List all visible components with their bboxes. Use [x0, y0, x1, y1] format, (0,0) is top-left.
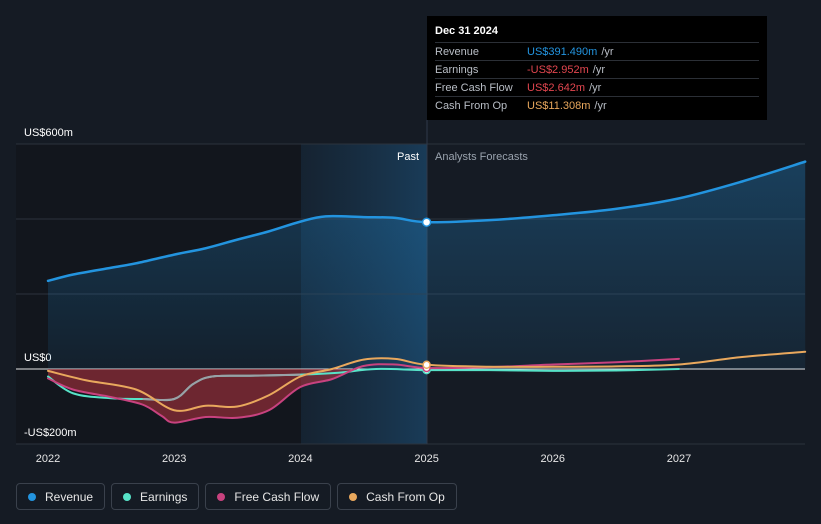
tooltip-value: US$391.490m	[527, 45, 598, 58]
tooltip-date: Dec 31 2024	[435, 25, 498, 37]
tooltip-row-revenue: Revenue US$391.490m /yr	[435, 42, 759, 60]
tooltip-label: Cash From Op	[435, 99, 508, 112]
series-line-earnings-past	[142, 373, 301, 402]
x-tick-label: 2022	[36, 453, 60, 465]
legend: Revenue Earnings Free Cash Flow Cash Fro…	[16, 483, 457, 510]
y-label-top: US$600m	[24, 127, 73, 139]
series-layer	[46, 160, 807, 424]
legend-dot-icon	[217, 492, 226, 501]
legend-dot-icon	[349, 492, 358, 501]
y-axis: US$600m US$0 -US$200m	[24, 127, 77, 439]
x-tick-label: 2023	[162, 453, 186, 465]
marker-revenue	[421, 217, 432, 227]
x-tick-label: 2026	[541, 453, 565, 465]
x-tick-label: 2024	[288, 453, 312, 465]
tooltip-unit: /yr	[592, 63, 605, 76]
legend-item-revenue[interactable]: Revenue	[16, 483, 106, 510]
tooltip-unit: /yr	[601, 45, 614, 58]
tooltip-label: Earnings	[435, 63, 479, 76]
marker-cash-from-op	[422, 360, 431, 370]
x-axis: 2022 2023 2024 2025 2026 2027	[36, 453, 691, 465]
tooltip-label: Free Cash Flow	[435, 81, 513, 94]
legend-label: Cash From Op	[366, 489, 445, 504]
legend-label: Revenue	[45, 489, 94, 504]
tooltip-unit: /yr	[589, 81, 602, 94]
legend-item-free-cash-flow[interactable]: Free Cash Flow	[205, 483, 332, 510]
tooltip-value: US$2.642m	[527, 81, 586, 94]
series-line-revenue	[46, 160, 807, 283]
revenue-area	[48, 161, 806, 369]
tooltip: Dec 31 2024 Revenue US$391.490m /yr Earn…	[427, 16, 767, 120]
region-label-forecast: Analysts Forecasts	[435, 151, 528, 163]
legend-item-earnings[interactable]: Earnings	[111, 483, 200, 510]
tooltip-label: Revenue	[435, 45, 480, 58]
tooltip-row-earnings: Earnings -US$2.952m /yr	[435, 60, 759, 78]
tooltip-unit: /yr	[594, 99, 607, 112]
legend-dot-icon	[123, 492, 132, 501]
x-tick-label: 2027	[667, 453, 691, 465]
y-label-zero: US$0	[24, 352, 52, 364]
series-line-cash-from-op	[47, 350, 807, 412]
legend-label: Free Cash Flow	[234, 489, 320, 504]
negative-area	[48, 369, 679, 423]
region-label-past: Past	[397, 151, 419, 163]
legend-label: Earnings	[140, 489, 188, 504]
x-tick-label: 2025	[414, 453, 438, 465]
y-label-bottom: -US$200m	[24, 427, 77, 439]
tooltip-row-cash-from-op: Cash From Op US$11.308m /yr	[435, 96, 759, 114]
tooltip-row-free-cash-flow: Free Cash Flow US$2.642m /yr	[435, 78, 759, 96]
tooltip-value: US$11.308m	[527, 99, 591, 112]
legend-item-cash-from-op[interactable]: Cash From Op	[337, 483, 457, 510]
legend-dot-icon	[28, 492, 36, 501]
tooltip-value: -US$2.952m	[527, 63, 589, 76]
